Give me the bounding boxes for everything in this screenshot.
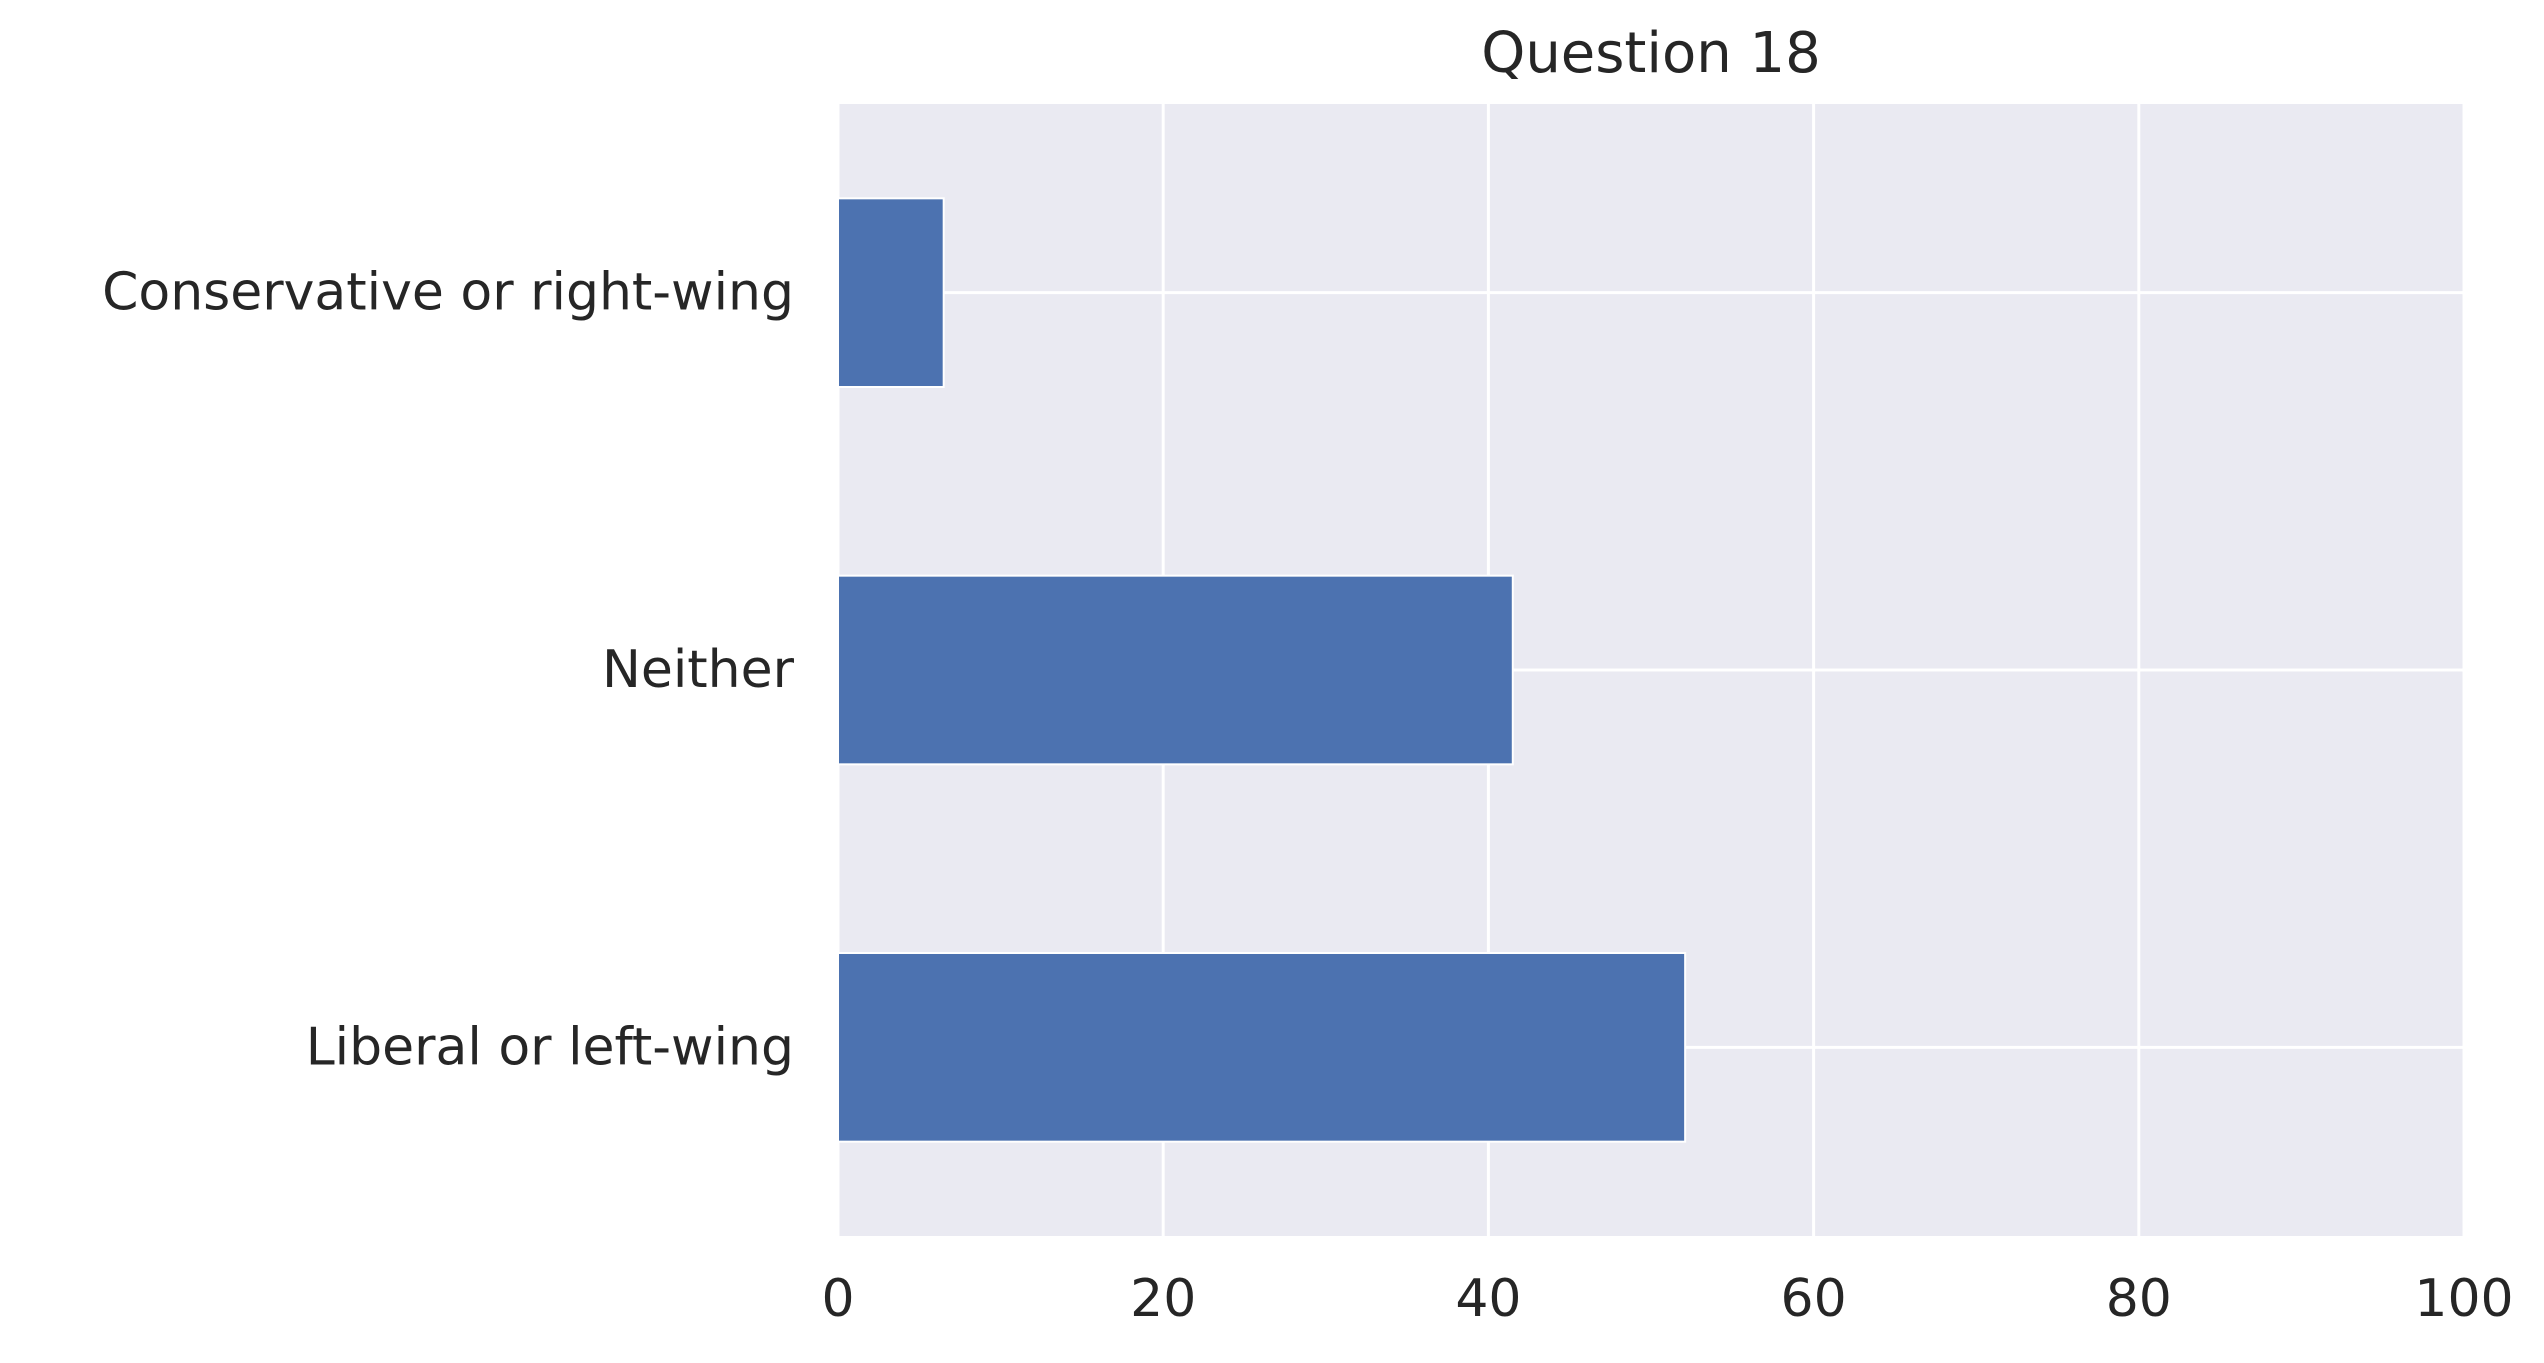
x-tick-label: 100 (2414, 1269, 2513, 1329)
x-tick-label: 40 (1455, 1269, 1521, 1329)
bar (837, 952, 1687, 1143)
chart-title: Question 18 (1481, 21, 1821, 86)
x-tick-label: 80 (2106, 1269, 2172, 1329)
x-tick-labels: 0 20 40 60 80 100 (821, 1269, 2513, 1329)
y-tick-label: Liberal or left-wing (306, 1017, 794, 1077)
x-tick-label: 60 (1781, 1269, 1847, 1329)
bar (837, 197, 945, 388)
x-tick-label: 0 (821, 1269, 854, 1329)
bar (837, 574, 1514, 766)
y-tick-labels: Conservative or right-wing Neither Liberal… (102, 263, 795, 1078)
y-tick-label: Conservative or right-wing (102, 263, 794, 323)
x-tick-label: 20 (1130, 1269, 1196, 1329)
bars (837, 197, 1687, 1143)
y-tick-label: Neither (602, 640, 795, 700)
